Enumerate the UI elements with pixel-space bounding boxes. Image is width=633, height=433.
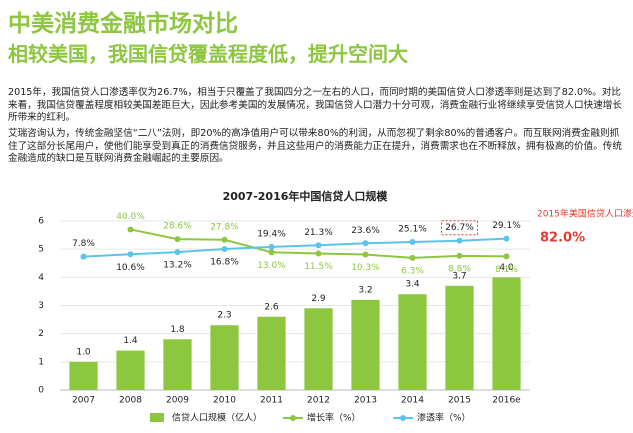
legend-swatch [150,413,164,422]
x-tick-label: 2007 [72,396,95,406]
legend-label: 信贷人口规模（亿人） [172,412,262,424]
line-value-label: 13.2% [163,261,192,271]
highlight-box [441,220,478,236]
bar-value-label: 3.2 [358,285,372,295]
legend-swatch [400,415,406,421]
y-tick-label: 5 [38,245,44,255]
line-marker [221,246,228,253]
y-tick-label: 2 [38,329,44,339]
line-marker [127,226,134,233]
legend-label: 增长率（%） [307,412,361,424]
subtitle: 相较美国，我国信贷覆盖程度低，提升空间大 [8,42,408,66]
line-value-label: 40.0% [116,212,145,222]
legend-label: 渗透率（%） [417,412,471,424]
x-tick-label: 2009 [166,396,189,406]
line-marker [409,239,416,246]
line-marker [80,253,87,260]
line-value-label: 10.3% [351,263,380,273]
line-value-label: 28.6% [163,222,192,232]
bar-value-label: 1.0 [76,347,91,357]
title: 中美消费金融市场对比 [8,11,238,37]
line-marker [174,236,181,243]
x-tick-label: 2014 [401,396,424,406]
y-tick-label: 6 [38,217,44,227]
bar-value-label: 2.9 [311,294,326,304]
bar [398,294,427,390]
y-tick-label: 3 [38,301,44,311]
bar-value-label: 1.8 [170,325,185,335]
line-value-label: 23.6% [351,226,380,236]
x-tick-label: 2016e [492,396,521,406]
line-marker [268,243,275,250]
bar [163,339,192,390]
line-marker [315,242,322,249]
line-marker [315,250,322,257]
y-tick-label: 0 [38,386,44,396]
line-value-label: 26.7% [445,223,474,233]
x-tick-label: 2011 [260,396,283,406]
y-tick-label: 4 [38,273,44,283]
bar-value-label: 3.7 [452,271,466,281]
bar [445,285,474,390]
line-marker [174,249,181,256]
annotation: 2015年美国信贷人口渗透率为： [537,208,633,220]
bar [257,316,286,390]
bar [351,299,380,390]
line-value-label: 11.5% [304,262,333,272]
line-marker [127,251,134,258]
chart-title: 2007-2016年中国信贷人口规模 [223,189,389,203]
line-value-label: 16.8% [210,258,239,268]
bar [492,277,521,390]
line-value-label: 29.1% [492,221,521,231]
line-marker [362,240,369,247]
line-value-label: 8.1% [495,265,518,275]
x-tick-label: 2012 [307,396,330,406]
x-tick-label: 2015 [448,396,471,406]
line-marker [362,251,369,258]
bar-value-label: 2.6 [264,302,279,312]
line-value-label: 21.3% [304,228,333,238]
bar-value-label: 3.4 [405,280,420,290]
line-value-label: 6.3% [401,266,424,276]
line-marker [221,236,228,243]
bar [210,325,239,390]
bar-value-label: 2.3 [217,311,231,321]
y-tick-label: 1 [38,357,44,367]
line-value-label: 10.6% [116,263,145,273]
x-tick-label: 2010 [213,396,236,406]
line-value-label: 7.8% [72,239,95,249]
line-marker [268,249,275,256]
bar [69,361,98,390]
line-value-label: 25.1% [398,225,427,235]
line-marker [503,253,510,260]
legend-swatch [290,415,296,421]
line-value-label: 19.4% [257,229,286,239]
paragraph: 2015年，我国信贷人口渗透率仅为26.7%，相当于只覆盖了我国四分之一左右的人… [8,87,622,123]
x-tick-label: 2008 [119,396,142,406]
line-value-label: 27.8% [210,222,239,232]
line-marker [503,235,510,242]
paragraph: 艾瑞咨询认为，传统金融坚信“二八”法则，即20%的高净值用户可以带来80%的利润… [8,128,622,164]
bar [304,308,333,390]
line-value-label: 8.8% [448,264,471,274]
line-marker [456,237,463,244]
bar [116,350,145,390]
x-tick-label: 2013 [354,396,377,406]
line-marker [456,252,463,259]
bar-value-label: 4.0 [499,263,514,273]
line [83,237,507,258]
line-value-label: 13.0% [257,261,286,271]
annotation-value: 82.0% [540,231,585,246]
bar-value-label: 1.4 [123,336,138,346]
line-marker [409,254,416,261]
